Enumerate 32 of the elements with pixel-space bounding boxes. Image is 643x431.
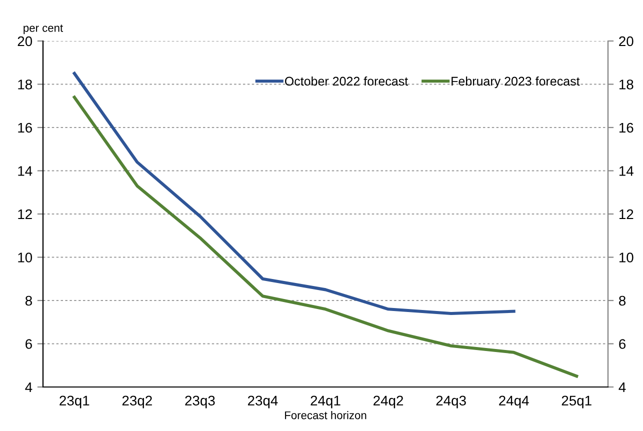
y2-tick-label: 14: [619, 166, 634, 176]
y-tick-label: 8: [25, 296, 32, 306]
x-tick-label: 23q3: [185, 396, 215, 408]
legend-label: October 2022 forecast: [284, 76, 408, 86]
line-series: [72, 96, 578, 378]
y-tick-label: 18: [18, 80, 32, 90]
y2-tick-label: 4: [618, 382, 626, 392]
y-tick-label: 10: [18, 252, 32, 262]
x-tick-label: 24q1: [310, 396, 340, 408]
x-tick-label: 23q2: [122, 396, 152, 408]
y-tick-label: 4: [25, 382, 32, 392]
x-tick-label: 24q2: [374, 396, 404, 408]
y2-tick-label: 16: [619, 122, 634, 133]
x-axis-title: Forecast horizon: [285, 411, 366, 420]
y-tick-label: 6: [26, 339, 32, 349]
y-tick-label: 14: [18, 166, 32, 176]
y2-tick-label: 10: [619, 252, 634, 262]
y-tick-label: 12: [18, 209, 32, 220]
y2-tick-label: 6: [619, 339, 626, 349]
legend-label: February 2023 forecast: [452, 76, 580, 88]
x-tick-label: 25q1: [562, 396, 592, 408]
x-tick-label: 23q1: [60, 396, 90, 408]
x-tick-label: 24q4: [499, 396, 529, 408]
y2-tick-label: 8: [619, 296, 626, 306]
x-tick-label: 23q4: [248, 396, 278, 408]
y2-tick-label: 20: [619, 36, 634, 46]
y2-tick-label: 12: [619, 209, 634, 220]
y-tick-label: 20: [18, 36, 32, 46]
x-tick-label: 24q3: [436, 396, 466, 408]
y2-tick-label: 18: [619, 80, 634, 90]
y-tick-label: 16: [18, 122, 32, 133]
y-axis-title: per cent: [24, 24, 63, 34]
